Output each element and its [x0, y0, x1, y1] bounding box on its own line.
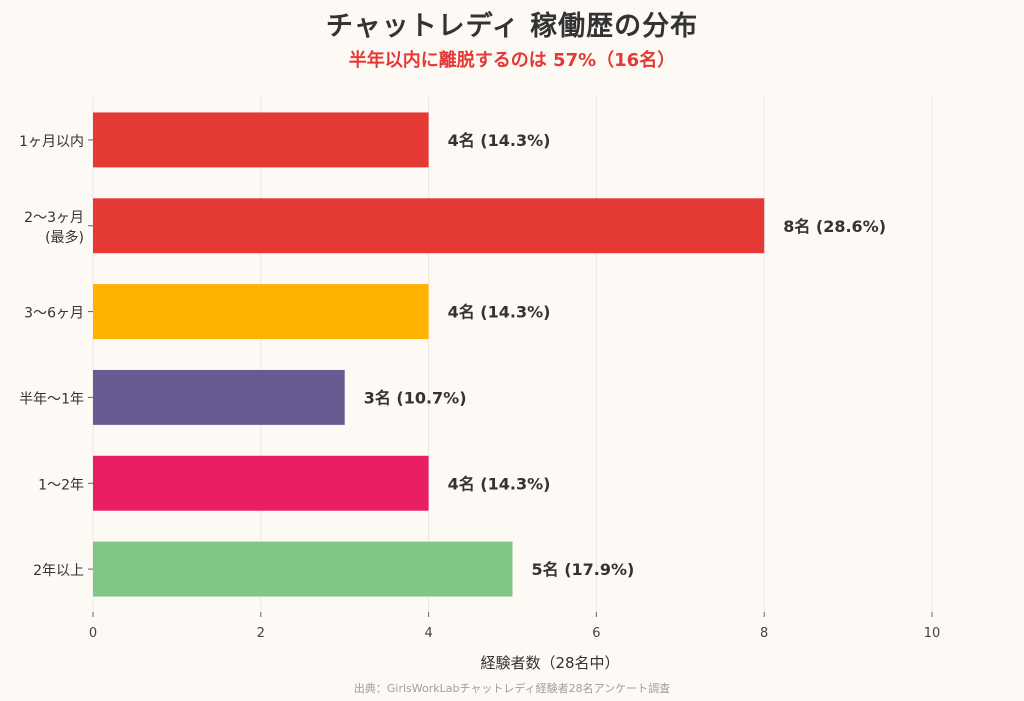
x-tick-label-1: 2 — [257, 626, 265, 641]
x-axis-tick-labels: 0 2 4 6 8 10 — [89, 612, 940, 641]
data-label-2: 4名 (14.3%) — [448, 303, 551, 322]
x-tick-label-0: 0 — [89, 626, 97, 641]
grid-lines — [92, 97, 933, 612]
data-labels: 4名 (14.3%) 8名 (28.6%) 4名 (14.3%) 3名 (10.7%)… — [364, 131, 886, 579]
data-label-5: 5名 (17.9%) — [532, 560, 635, 579]
bar-2 — [93, 284, 429, 340]
chart-title: チャットレディ 稼働歴の分布 — [325, 11, 699, 42]
x-tick-label-2: 4 — [424, 626, 432, 641]
y-tick-label-0: 1ヶ月以内 — [19, 134, 84, 150]
bar-1 — [93, 198, 765, 254]
data-label-1: 8名 (28.6%) — [783, 217, 886, 236]
x-tick-label-4: 8 — [760, 626, 768, 641]
data-label-0: 4名 (14.3%) — [448, 131, 551, 150]
chart-subtitle: 半年以内に離脱するのは 57%（16名） — [348, 50, 676, 71]
bar-3 — [93, 369, 345, 425]
x-tick-label-5: 10 — [924, 626, 941, 641]
y-tick-label-5: 2年以上 — [33, 563, 84, 579]
y-tick-label-1-1: (最多) — [45, 229, 84, 246]
y-tick-label-1-0: 2〜3ヶ月 — [24, 210, 84, 226]
source-note: 出典：GirlsWorkLabチャットレディ経験者28名アンケート調査 — [353, 682, 671, 695]
bar-5 — [93, 541, 513, 597]
bar-4 — [93, 455, 429, 511]
data-label-3: 3名 (10.7%) — [364, 388, 467, 407]
y-tick-label-3: 半年〜1年 — [19, 391, 84, 407]
y-tick-label-2: 3〜6ヶ月 — [24, 306, 84, 322]
x-axis-label: 経験者数（28名中） — [480, 654, 619, 672]
y-tick-label-4: 1〜2年 — [38, 477, 84, 493]
data-label-4: 4名 (14.3%) — [448, 474, 551, 493]
bars — [93, 112, 765, 597]
x-tick-label-3: 6 — [592, 626, 600, 641]
bar-0 — [93, 112, 429, 168]
